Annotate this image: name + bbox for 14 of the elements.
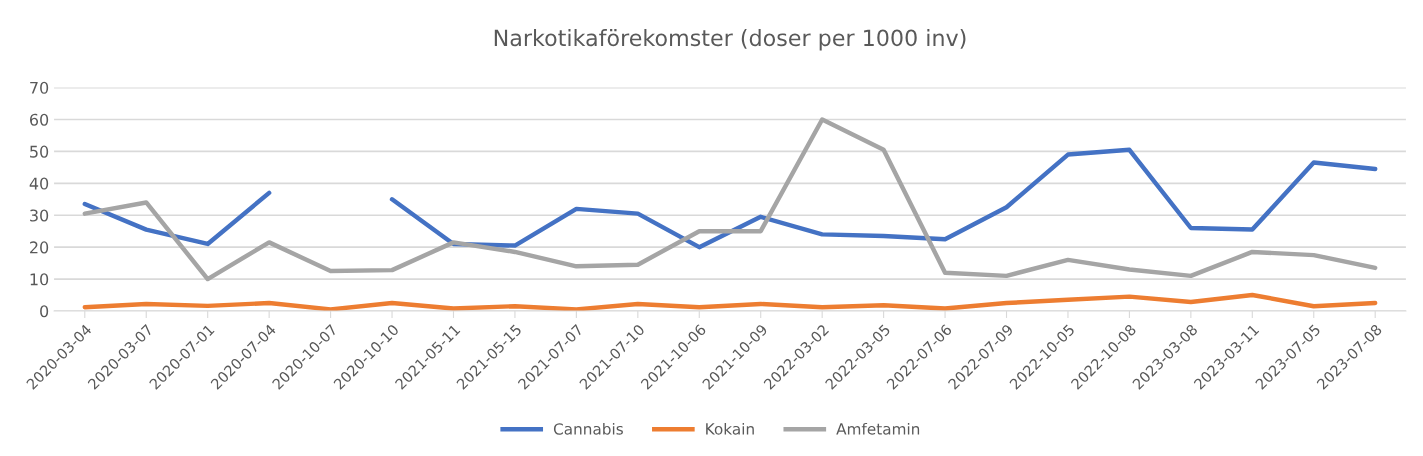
- y-tick-label: 50: [30, 145, 49, 158]
- legend-label: Kokain: [706, 422, 754, 435]
- y-tick-label: 10: [30, 273, 49, 286]
- y-tick-label: 20: [30, 241, 49, 254]
- y-tick-label: 60: [30, 113, 49, 126]
- chart-title: Narkotikaförekomster (doser per 1000 inv): [494, 29, 966, 51]
- y-tick-label: 40: [29, 177, 49, 190]
- legend-label: Cannabis: [553, 422, 623, 435]
- legend-label: Amfetamin: [836, 422, 920, 435]
- y-tick-label: 30: [30, 209, 49, 222]
- y-tick-label: 0: [40, 305, 49, 318]
- line-series: [82, 292, 1378, 311]
- y-tick-label: 70: [30, 81, 49, 94]
- line-series: [82, 117, 1378, 282]
